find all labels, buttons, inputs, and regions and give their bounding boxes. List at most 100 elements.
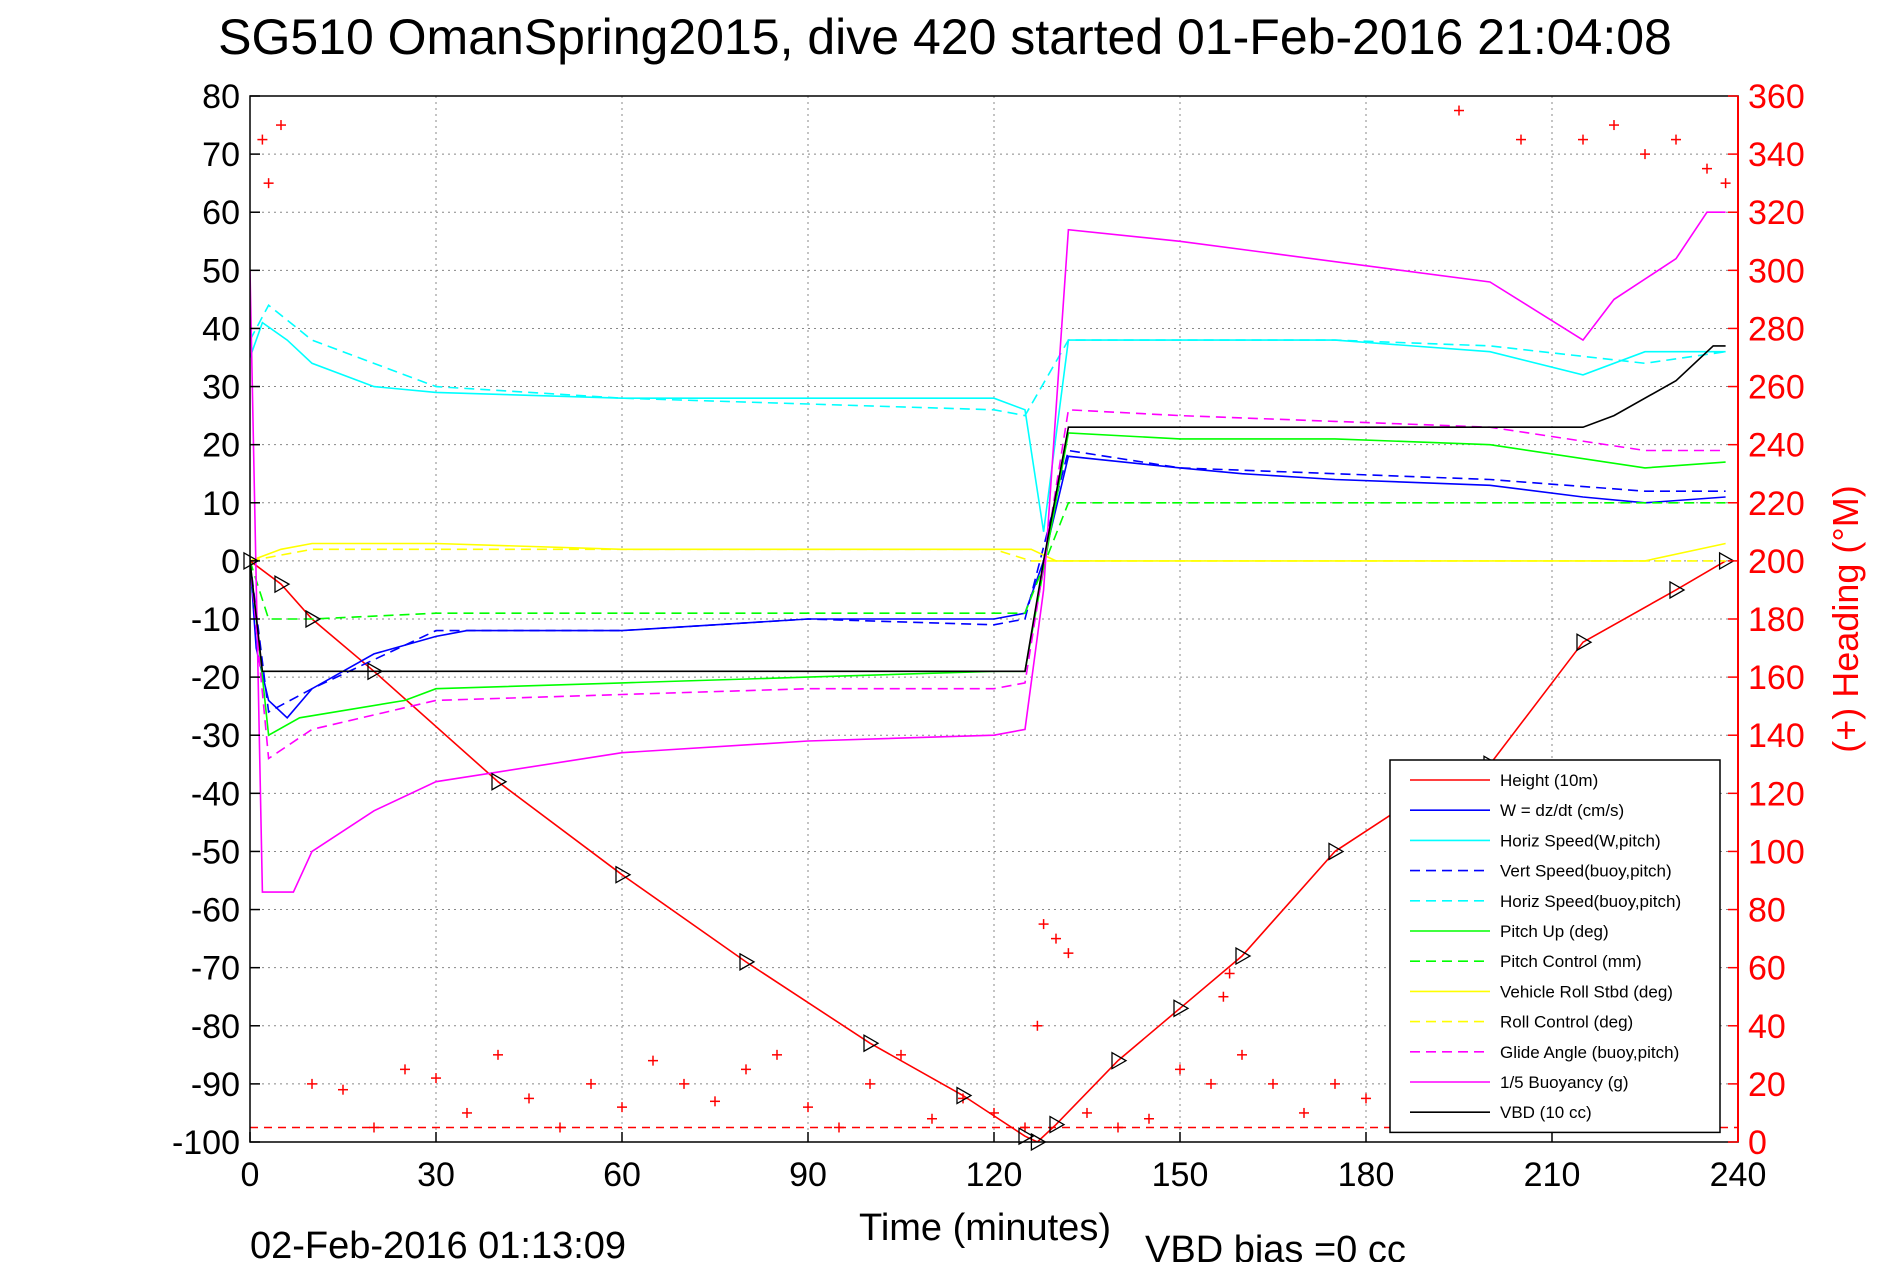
heading-point: [710, 1096, 720, 1107]
height-marker: [1669, 580, 1686, 600]
series-w-dz-dt-cm-s: [250, 455, 1726, 719]
heading-point: [617, 1102, 627, 1113]
y-tick-label: 0: [221, 543, 240, 581]
y2-tick-label: 260: [1748, 369, 1805, 407]
heading-point: [1361, 1093, 1371, 1104]
y2-tick-label: 40: [1748, 1008, 1786, 1046]
heading-point: [1020, 1122, 1030, 1133]
height-marker: [956, 1086, 973, 1105]
y2-tick-label: 160: [1748, 659, 1805, 697]
plot-title: SG510 OmanSpring2015, dive 420 started 0…: [218, 9, 1672, 65]
legend-label: Horiz Speed(W,pitch): [1500, 831, 1661, 850]
x-axis: 0 30 60 90 120 150 180 210 240: [241, 1132, 1766, 1194]
y-tick-label: -60: [191, 892, 240, 930]
y2-tick-label: 200: [1748, 543, 1805, 581]
heading-point: [1640, 149, 1650, 160]
heading-point: [555, 1122, 565, 1133]
y-tick-label: 40: [202, 310, 240, 348]
x-tick-label: 0: [241, 1156, 260, 1194]
y2-tick-label: 360: [1748, 78, 1805, 116]
heading-point: [989, 1107, 999, 1118]
heading-point: [1578, 134, 1588, 145]
heading-point: [1032, 1020, 1043, 1031]
legend-label: Roll Control (deg): [1500, 1013, 1633, 1032]
heading-point: [1268, 1078, 1278, 1089]
y-tick-label: 60: [202, 194, 240, 232]
height-marker: [367, 662, 384, 681]
heading-point: [1330, 1078, 1340, 1089]
heading-point: [834, 1122, 844, 1133]
series-vbd-10-cc: [250, 345, 1726, 673]
legend-label: Horiz Speed(buoy,pitch): [1500, 892, 1681, 911]
height-marker: [491, 772, 508, 791]
heading-point: [1175, 1064, 1185, 1075]
heading-point: [1063, 948, 1074, 959]
y-axis-left: 80 70 60 50 40 30 20 10 0 -10 -20 -30 -40 -50 -60 -70 -8…: [172, 78, 260, 1162]
height-marker: [243, 551, 260, 571]
heading-point: [462, 1107, 472, 1118]
series-roll-control-deg: [250, 548, 1726, 562]
y-tick-label: -50: [191, 833, 240, 871]
height-marker: [1018, 1127, 1035, 1146]
y-axis-right: 3603403203002802602402202001801601401201…: [1728, 78, 1805, 1162]
y-tick-label: -10: [191, 601, 240, 639]
heading-point: [307, 1078, 317, 1089]
y-tick-label: -30: [191, 717, 240, 755]
series-vehicle-roll-stbd-deg: [250, 542, 1726, 562]
heading-point: [1516, 134, 1526, 145]
x-tick-label: 150: [1152, 1156, 1209, 1194]
legend-label: 1/5 Buoyancy (g): [1500, 1073, 1629, 1092]
series-pitch-control-mm: [250, 501, 1726, 620]
y-tick-label: -100: [172, 1124, 240, 1162]
height-marker: [1173, 999, 1190, 1018]
heading-point: [586, 1078, 596, 1089]
y-tick-label: -80: [191, 1008, 240, 1046]
legend-label: Pitch Control (mm): [1500, 952, 1642, 971]
series-horiz-speed-w-pitch: [250, 321, 1726, 532]
heading-point: [257, 134, 268, 145]
y2-tick-label: 20: [1748, 1066, 1786, 1104]
heading-point: [524, 1093, 534, 1104]
heading-point: [263, 178, 274, 189]
y2-tick-label: 320: [1748, 194, 1805, 232]
height-marker: [1328, 842, 1345, 861]
series-glide-angle-buoy-pitch: [250, 408, 1726, 760]
y2-tick-label: 60: [1748, 950, 1786, 988]
heading-point: [1144, 1113, 1154, 1124]
heading-point: [493, 1049, 503, 1060]
y-tick-label: 80: [202, 78, 240, 116]
height-marker: [1049, 1115, 1066, 1134]
y-tick-label: 50: [202, 252, 240, 290]
y2-tick-label: 180: [1748, 601, 1805, 639]
heading-point: [1224, 968, 1235, 979]
y-tick-label: -70: [191, 950, 240, 988]
heading-point: [1082, 1107, 1092, 1118]
height-marker: [615, 865, 632, 884]
heading-point: [927, 1113, 937, 1124]
height-marker: [1718, 551, 1735, 571]
heading-point: [1720, 178, 1731, 189]
heading-point: [1702, 163, 1712, 174]
y-tick-label: 30: [202, 369, 240, 407]
series-pitch-up-deg: [250, 432, 1726, 737]
height-markers: [243, 551, 1735, 1152]
heading-point: [772, 1049, 782, 1060]
heading-point: [1609, 120, 1619, 131]
heading-point: [1237, 1049, 1247, 1060]
legend-label: Pitch Up (deg): [1500, 922, 1609, 941]
y2-tick-label: 120: [1748, 775, 1805, 813]
heading-point: [679, 1078, 689, 1089]
y2-tick-label: 100: [1748, 833, 1805, 871]
heading-point: [400, 1064, 410, 1075]
height-marker: [274, 575, 291, 594]
height-marker: [739, 952, 756, 971]
height-marker: [863, 1034, 880, 1053]
heading-point: [1299, 1107, 1309, 1118]
legend-label: Vert Speed(buoy,pitch): [1500, 862, 1672, 881]
y2-tick-label: 300: [1748, 252, 1805, 290]
y2-tick-label: 280: [1748, 310, 1805, 348]
y2-axis-label: (+) Heading (°M): [1825, 485, 1866, 752]
series-1-5-buoyancy-g: [250, 211, 1726, 893]
y-tick-label: -20: [191, 659, 240, 697]
